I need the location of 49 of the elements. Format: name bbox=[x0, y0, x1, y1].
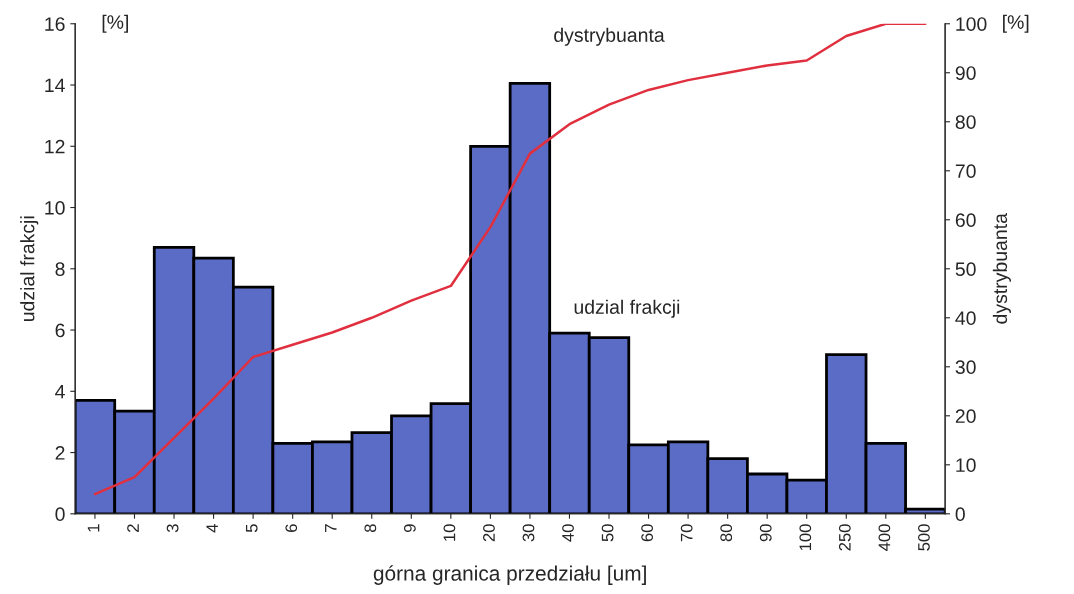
x-tick-label: 4 bbox=[206, 524, 218, 533]
x-tick-label: 80 bbox=[720, 524, 733, 542]
annotation: [%] bbox=[102, 14, 128, 33]
x-tick-label: 100 bbox=[799, 524, 812, 551]
y-tick-label: 16 bbox=[45, 17, 65, 31]
x-tick-label: 3 bbox=[166, 524, 179, 533]
y-tick-label: 14 bbox=[45, 78, 65, 93]
x-tick-label: 9 bbox=[403, 524, 416, 533]
y2-tick-label: 0 bbox=[955, 507, 965, 522]
y-tick-label: 2 bbox=[55, 446, 65, 460]
y2-tick-label: 80 bbox=[955, 115, 976, 130]
y2-tick-label: 70 bbox=[955, 164, 976, 179]
y-axis-title: udzial frakcji bbox=[20, 216, 39, 322]
y2-tick-label: 100 bbox=[956, 17, 987, 31]
x-tick-label: 250 bbox=[838, 524, 851, 551]
y2-tick-label: 30 bbox=[955, 360, 976, 375]
series-label: udzial frakcji bbox=[574, 299, 680, 318]
x-tick-label: 70 bbox=[680, 524, 693, 542]
x-tick-label: 40 bbox=[562, 524, 574, 542]
text: [%] bbox=[1003, 14, 1029, 33]
x-tick-label: 2 bbox=[127, 524, 139, 532]
x-tick-label: 60 bbox=[641, 524, 654, 542]
y-tick-label: 0 bbox=[55, 507, 65, 522]
y-tick-label: 4 bbox=[55, 384, 65, 399]
x-tick-label: 7 bbox=[325, 524, 337, 532]
y2-tick-label: 10 bbox=[956, 458, 976, 473]
y2-tick-label: 90 bbox=[955, 66, 976, 80]
y2-tick-label: 60 bbox=[955, 213, 976, 228]
y2-tick-label: 50 bbox=[955, 262, 976, 277]
x-tick-label: 5 bbox=[245, 524, 258, 533]
x-tick-label: 20 bbox=[483, 524, 495, 542]
y-tick-label: 8 bbox=[55, 262, 65, 277]
x-tick-label: 90 bbox=[759, 524, 772, 542]
x-tick-label: 50 bbox=[601, 524, 614, 542]
y2-tick-label: 40 bbox=[955, 311, 976, 326]
x-tick-label: 1 bbox=[87, 524, 100, 532]
text: dystrybuanta bbox=[554, 27, 665, 46]
x-tick-label: 6 bbox=[285, 524, 298, 532]
x-tick-label: 30 bbox=[522, 524, 535, 542]
x-axis-title: górna granica przedziału [um] bbox=[373, 565, 646, 585]
y2-axis-title: dystrybuanta bbox=[992, 213, 1011, 324]
x-tick-label: 500 bbox=[918, 524, 930, 551]
x-tick-label: 8 bbox=[364, 524, 377, 533]
y-tick-label: 10 bbox=[45, 201, 65, 215]
y-tick-label: 6 bbox=[55, 323, 65, 338]
y2-tick-label: 20 bbox=[955, 409, 976, 424]
x-tick-label: 10 bbox=[443, 524, 456, 541]
x-tick-label: 400 bbox=[878, 524, 891, 551]
y-tick-label: 12 bbox=[45, 139, 65, 154]
